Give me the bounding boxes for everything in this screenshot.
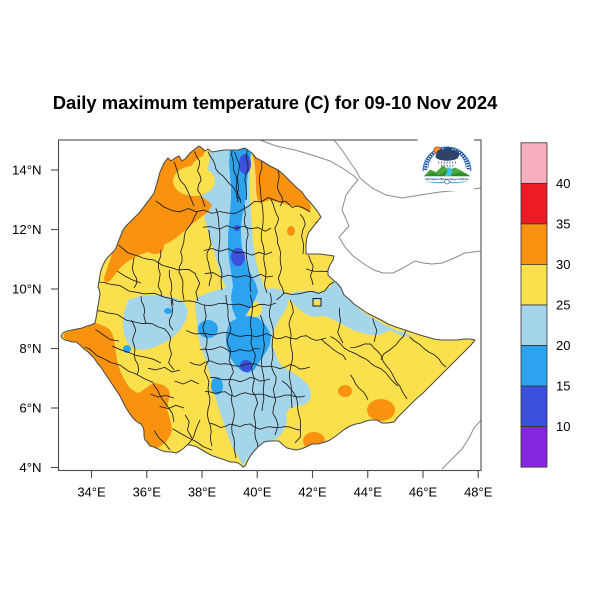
svg-text:Daily maximum temperature (C): Daily maximum temperature (C) for 09-10 … — [53, 92, 498, 113]
svg-text:6°N: 6°N — [19, 401, 41, 416]
svg-text:48°E: 48°E — [464, 485, 493, 500]
svg-text:8°N: 8°N — [19, 341, 41, 356]
svg-text:44°E: 44°E — [354, 485, 383, 500]
svg-text:38°E: 38°E — [188, 485, 217, 500]
svg-text:42°E: 42°E — [298, 485, 327, 500]
svg-text:12°N: 12°N — [12, 222, 41, 237]
svg-text:40: 40 — [556, 176, 570, 191]
svg-text:4°N: 4°N — [19, 460, 41, 475]
svg-text:36°E: 36°E — [133, 485, 162, 500]
svg-text:25: 25 — [556, 298, 570, 313]
svg-text:30: 30 — [556, 257, 570, 272]
svg-text:35: 35 — [556, 216, 570, 231]
svg-text:Ethiopian Meteorology Institut: Ethiopian Meteorology Institute — [425, 177, 469, 181]
svg-text:20: 20 — [556, 338, 570, 353]
svg-text:15: 15 — [556, 379, 570, 394]
svg-text:34°E: 34°E — [77, 485, 106, 500]
svg-text:10: 10 — [556, 419, 570, 434]
svg-text:14°N: 14°N — [12, 163, 41, 178]
svg-text:10°N: 10°N — [12, 282, 41, 297]
svg-text:46°E: 46°E — [409, 485, 438, 500]
svg-text:40°E: 40°E — [243, 485, 272, 500]
